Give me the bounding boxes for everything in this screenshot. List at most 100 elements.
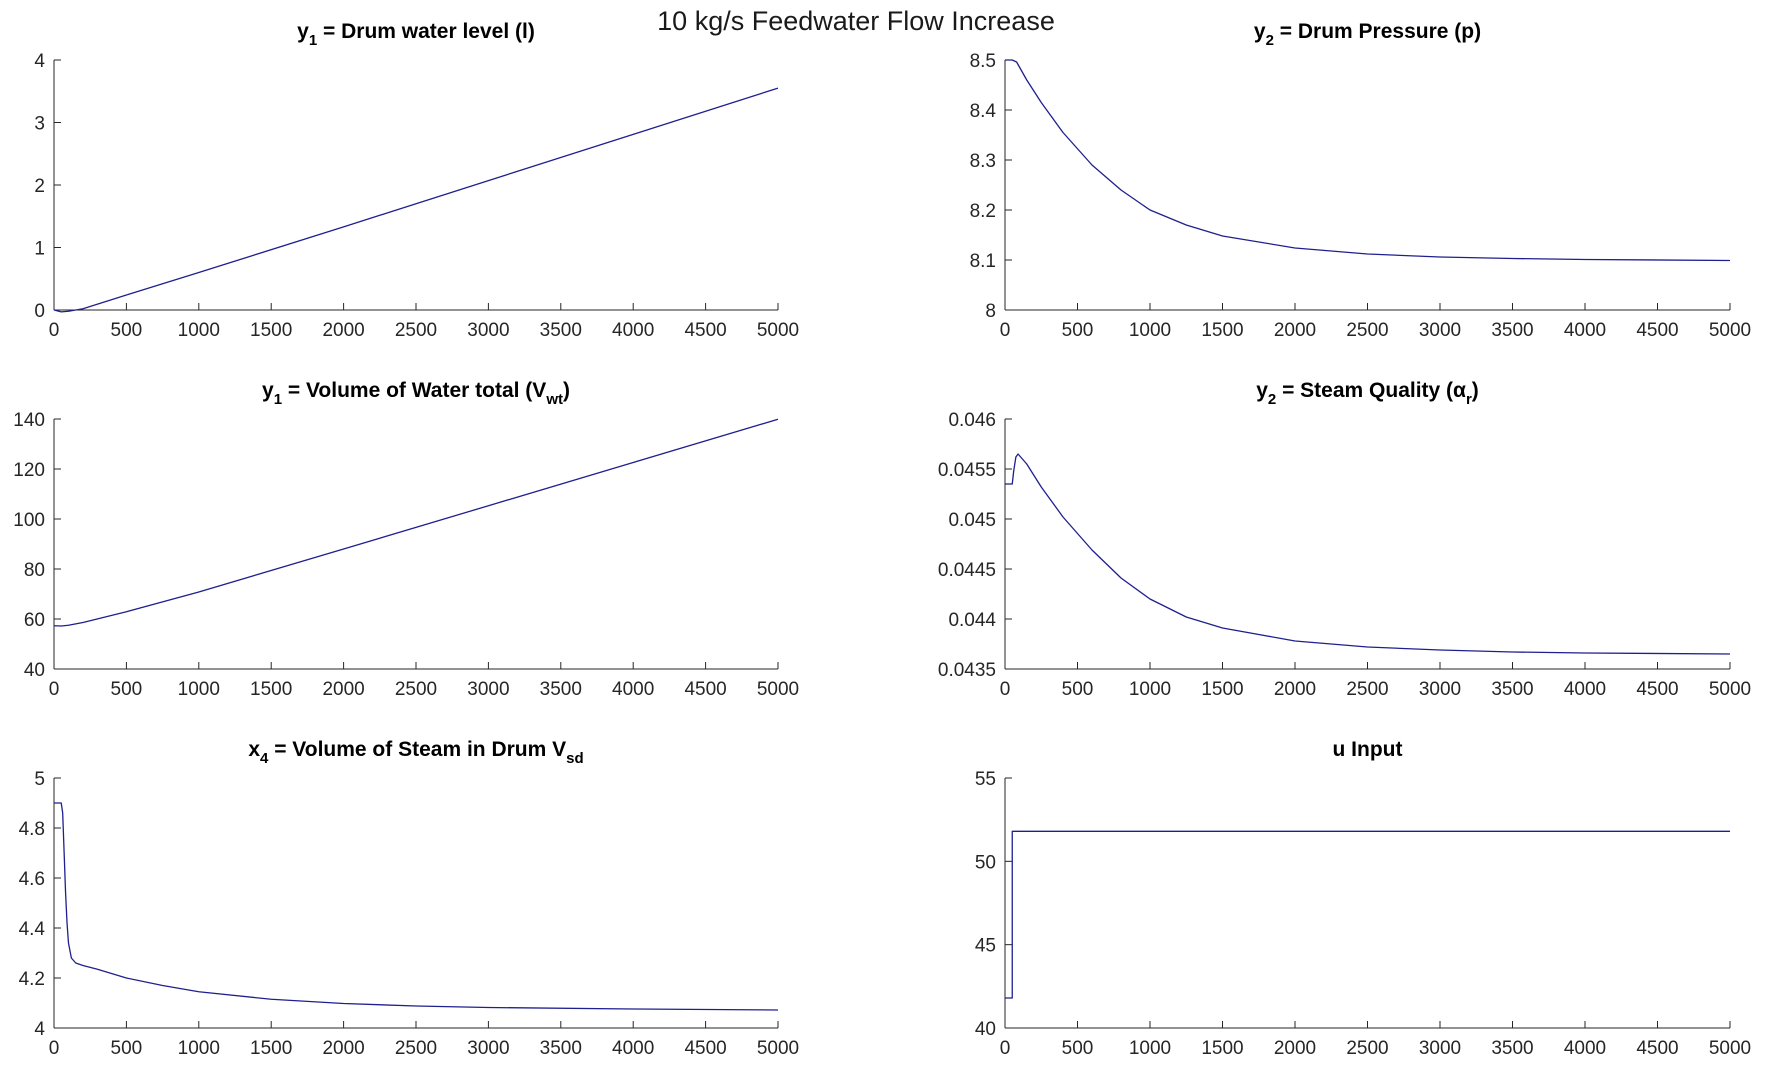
title-symbol: x — [248, 738, 260, 761]
y-tick-label: 0.045 — [948, 510, 996, 531]
x-tick-label: 0 — [1000, 320, 1011, 341]
subplot-steam-quality: y2 = Steam Quality (αr) 0 500 1000 1500 2000 2… — [938, 379, 1751, 700]
y-tick-label: 2 — [34, 176, 45, 197]
x-tick-label: 2000 — [1274, 679, 1316, 700]
x-tick-label: 0 — [49, 679, 60, 700]
x-tick-label: 2500 — [395, 320, 437, 341]
title-subscript-2: sd — [566, 750, 584, 767]
y-tick-label: 45 — [975, 936, 996, 957]
y-tick-label: 0.0455 — [938, 460, 996, 481]
x-tick-label: 3000 — [467, 1038, 509, 1059]
title-subscript: 2 — [1268, 391, 1276, 408]
y-tick-label: 140 — [13, 410, 45, 431]
x-tick-label: 2500 — [395, 1038, 437, 1059]
title-symbol: y — [262, 379, 274, 402]
y-tick-label: 8.4 — [970, 101, 997, 122]
subplot-title: y2 = Steam Quality (αr) — [1256, 379, 1479, 408]
y-tick-label: 8.5 — [970, 51, 996, 72]
series-line — [1005, 830, 1730, 999]
y-tick-label: 8 — [985, 301, 996, 322]
series-line — [1005, 59, 1731, 262]
x-tick-label: 4000 — [612, 679, 654, 700]
y-tick-label: 3 — [34, 114, 45, 135]
x-tick-label: 1500 — [250, 679, 292, 700]
x-tick-label: 1000 — [1129, 320, 1171, 341]
x-tick-label: 3500 — [1491, 679, 1533, 700]
x-tick-label: 1500 — [250, 1038, 292, 1059]
subplot-title: x4 = Volume of Steam in Drum Vsd — [248, 738, 583, 767]
x-tick-label: 5000 — [1709, 320, 1751, 341]
x-tick-label: 500 — [111, 1038, 143, 1059]
x-tick-label: 1500 — [1201, 1038, 1243, 1059]
y-tick-label: 4.2 — [19, 969, 45, 990]
x-tick-label: 5000 — [757, 320, 799, 341]
x-tick-label: 0 — [1000, 679, 1011, 700]
y-tick-label: 40 — [24, 660, 45, 681]
title-subscript-2: wt — [545, 391, 563, 408]
x-tick-label: 500 — [111, 679, 143, 700]
x-tick-label: 4000 — [612, 320, 654, 341]
y-tick-label: 60 — [24, 610, 45, 631]
title-text: = Steam Quality (α — [1276, 379, 1466, 402]
x-tick-label: 4500 — [1636, 320, 1678, 341]
y-tick-label: 4.4 — [19, 919, 46, 940]
y-tick-label: 4.6 — [19, 869, 45, 890]
x-tick-label: 4500 — [684, 320, 726, 341]
x-tick-label: 1500 — [1201, 679, 1243, 700]
y-tick-label: 0.044 — [948, 610, 996, 631]
x-tick-label: 3000 — [467, 679, 509, 700]
series-line — [1005, 453, 1731, 655]
x-tick-label: 2000 — [1274, 320, 1316, 341]
x-tick-label: 4000 — [1564, 320, 1606, 341]
title-subscript: 2 — [1266, 32, 1274, 49]
x-tick-label: 2500 — [1346, 1038, 1388, 1059]
y-tick-label: 8.2 — [970, 201, 996, 222]
y-tick-label: 0.0435 — [938, 660, 996, 681]
x-tick-label: 1000 — [178, 1038, 220, 1059]
y-tick-label: 0.046 — [948, 410, 996, 431]
x-tick-label: 1000 — [1129, 679, 1171, 700]
x-tick-label: 2000 — [322, 679, 364, 700]
title-symbol: y — [297, 20, 309, 43]
x-tick-label: 1000 — [1129, 1038, 1171, 1059]
y-tick-label: 0 — [34, 301, 45, 322]
x-tick-label: 2000 — [322, 320, 364, 341]
x-tick-label: 3500 — [1491, 320, 1533, 341]
y-tick-label: 8.1 — [970, 251, 996, 272]
x-tick-label: 2500 — [1346, 679, 1388, 700]
title-symbol: y — [1256, 379, 1268, 402]
x-tick-label: 0 — [1000, 1038, 1011, 1059]
title-tail: ) — [1472, 379, 1479, 402]
y-tick-label: 5 — [34, 769, 45, 790]
title-text: = Drum water level (l) — [317, 20, 535, 43]
title-subscript: 1 — [274, 391, 282, 408]
x-tick-label: 0 — [49, 320, 60, 341]
x-tick-label: 500 — [1062, 1038, 1094, 1059]
subplot-drum-water-level: y1 = Drum water level (l)0 500 1000 1500 200… — [34, 20, 799, 341]
x-tick-label: 1500 — [1201, 320, 1243, 341]
x-tick-label: 3500 — [540, 320, 582, 341]
y-tick-label: 8.3 — [970, 151, 996, 172]
y-tick-label: 50 — [975, 852, 996, 873]
x-tick-label: 500 — [1062, 320, 1094, 341]
x-tick-label: 3000 — [1419, 320, 1461, 341]
title-subscript: 4 — [260, 750, 269, 767]
subplot-u-input: u Input 0 500 1000 1500 2000 2500 3000 3500 4000 4… — [975, 738, 1751, 1059]
x-tick-label: 5000 — [1709, 1038, 1751, 1059]
x-tick-label: 4500 — [1636, 679, 1678, 700]
y-tick-label: 1 — [34, 239, 45, 260]
x-tick-label: 4000 — [1564, 1038, 1606, 1059]
title-subscript-2: r — [1466, 391, 1472, 408]
title-text: = Drum Pressure (p) — [1274, 20, 1481, 43]
x-tick-label: 4000 — [1564, 679, 1606, 700]
y-tick-label: 80 — [24, 560, 45, 581]
x-tick-label: 3000 — [1419, 1038, 1461, 1059]
subplot-title: y1 = Drum water level (l) — [297, 20, 535, 49]
subplot-title: y1 = Volume of Water total (Vwt) — [262, 379, 570, 408]
y-tick-label: 40 — [975, 1019, 996, 1040]
y-tick-label: 4.8 — [19, 819, 45, 840]
x-tick-label: 3000 — [467, 320, 509, 341]
title-symbol: u Input — [1333, 738, 1403, 761]
